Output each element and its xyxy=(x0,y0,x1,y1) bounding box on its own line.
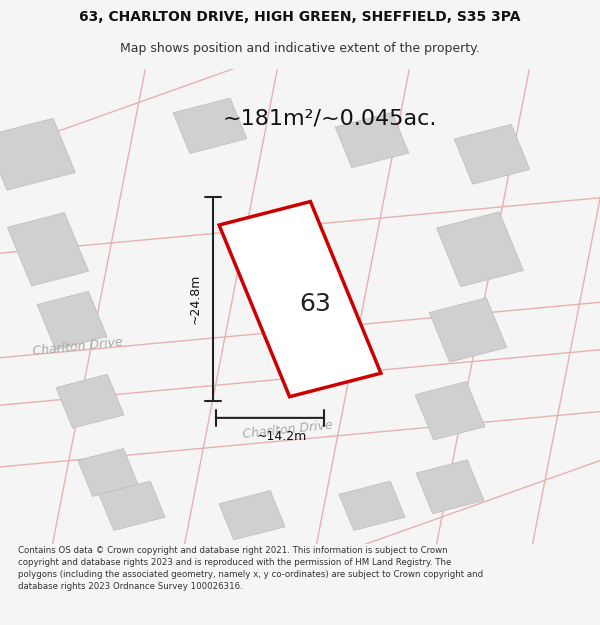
Polygon shape xyxy=(437,212,523,287)
Polygon shape xyxy=(429,298,507,362)
Text: 63: 63 xyxy=(299,292,331,316)
Text: ~181m²/~0.045ac.: ~181m²/~0.045ac. xyxy=(223,109,437,129)
Polygon shape xyxy=(339,481,405,531)
Text: ~24.8m: ~24.8m xyxy=(188,274,202,324)
Text: Charlton Drive: Charlton Drive xyxy=(32,336,124,358)
Polygon shape xyxy=(78,449,138,496)
Polygon shape xyxy=(0,118,76,190)
Polygon shape xyxy=(416,460,484,514)
Polygon shape xyxy=(219,491,285,540)
Text: 63, CHARLTON DRIVE, HIGH GREEN, SHEFFIELD, S35 3PA: 63, CHARLTON DRIVE, HIGH GREEN, SHEFFIEL… xyxy=(79,10,521,24)
Polygon shape xyxy=(335,112,409,168)
Polygon shape xyxy=(219,201,381,397)
Text: Map shows position and indicative extent of the property.: Map shows position and indicative extent… xyxy=(120,42,480,54)
Polygon shape xyxy=(56,374,124,428)
Polygon shape xyxy=(173,98,247,153)
Polygon shape xyxy=(7,213,89,286)
Text: Charlton Drive: Charlton Drive xyxy=(242,419,334,441)
Polygon shape xyxy=(37,291,107,350)
Text: ~14.2m: ~14.2m xyxy=(257,431,307,443)
Text: Contains OS data © Crown copyright and database right 2021. This information is : Contains OS data © Crown copyright and d… xyxy=(18,546,483,591)
Polygon shape xyxy=(415,381,485,440)
Polygon shape xyxy=(99,481,165,531)
Polygon shape xyxy=(454,124,530,184)
